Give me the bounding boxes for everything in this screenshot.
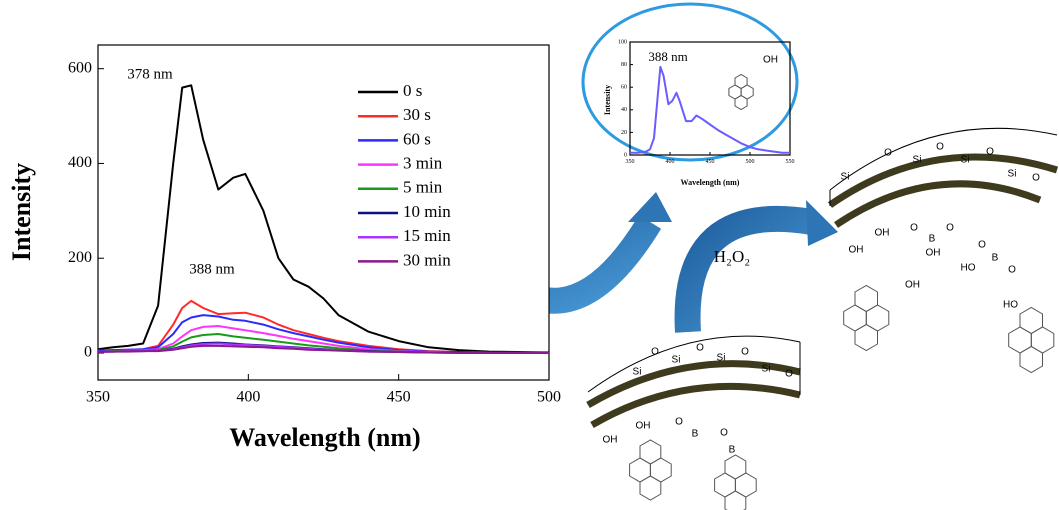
chem-label: Si [717,353,726,364]
pyrene-ring [855,286,878,312]
y-tick-label: 0 [624,152,627,158]
y-tick-label: 100 [618,39,627,45]
chem-label: Si [1008,169,1017,180]
shell-bottom [588,336,800,425]
y-axis-label: Intensity [603,85,612,115]
chem-label: O [720,428,728,439]
annotation: 388 nm [648,49,687,64]
x-axis-label: Wavelength (nm) [229,423,420,452]
reagent: H₂O₂ [714,247,750,266]
y-tick-label: 200 [68,249,92,266]
chem-label: Si [961,155,970,166]
legend-label: 10 min [403,202,451,221]
legend-label: 30 s [403,105,431,124]
chem-label: OH [603,435,618,446]
pyrene-ring [630,458,651,482]
x-tick-label: 450 [387,388,411,405]
inset-frame [583,4,797,160]
pyrene-ring [844,305,867,331]
legend-label: 15 min [403,226,451,245]
chem-label: O [785,369,793,380]
chem-label: O [910,223,918,234]
x-tick-label: 550 [786,159,795,165]
y-tick-label: 60 [621,85,627,91]
x-tick-label: 500 [746,159,755,165]
chem-label: Si [762,364,771,375]
chem-label: B [729,445,736,456]
chem-label: O [936,142,944,153]
x-tick-label: 450 [706,159,715,165]
y-tick-label: 20 [621,130,627,136]
chem-label: Si [913,155,922,166]
legend-label: 5 min [403,178,443,197]
y-tick-label: 0 [84,344,92,361]
pyrene-ring [715,473,736,497]
pyrene-ring [640,440,661,464]
chem-label: OH [763,55,778,66]
chem-label: OH [636,421,651,432]
legend-label: 3 min [403,154,443,173]
chem-label: O [1008,265,1016,276]
pyrene-ring [725,491,746,510]
annotation: 378 nm [127,66,173,82]
pyrene-ring [735,473,756,497]
chem-label: O [946,223,954,234]
chem-label: B [929,234,936,245]
chem-label: O [1032,173,1040,184]
x-tick-label: 350 [626,159,635,165]
chem-label: HO [1003,300,1018,311]
pyrene-ring [1020,347,1043,373]
legend-label: 30 min [403,250,451,269]
y-tick-label: 400 [68,154,92,171]
chem-label: Si [841,172,850,183]
x-tick-label: 400 [666,159,675,165]
chem-label: HO [961,263,976,274]
pyrene-ring [650,458,671,482]
chem-label: O [651,347,659,358]
pyrene-ring [1020,308,1043,334]
chem-label: O [978,240,986,251]
plot-frame [98,45,549,380]
y-axis-label: Intensity [7,163,36,261]
x-tick-label: 500 [537,388,561,405]
pyrene-ring [866,305,889,331]
chem-label: O [696,343,704,354]
arrow [688,219,812,332]
chem-label: O [675,417,683,428]
chem-label: OH [905,280,920,291]
chem-label: B [692,429,699,440]
chem-label: Si [633,367,642,378]
pyrene-ring [855,325,878,351]
pyrene-ring [1009,327,1032,353]
legend-label: 0 s [403,81,422,100]
x-tick-label: 350 [86,388,110,405]
x-tick-label: 400 [236,388,260,405]
x-axis-label: Wavelength (nm) [681,178,740,187]
chem-label: OH [849,245,864,256]
chem-label: OH [926,248,941,259]
y-tick-label: 600 [68,59,92,76]
pyrene-ring [1031,327,1054,353]
y-tick-label: 40 [621,107,627,113]
chem-label: Si [672,355,681,366]
legend-label: 60 s [403,129,431,148]
arrow-head [628,192,672,222]
chem-label: B [992,253,999,264]
chem-label: O [741,347,749,358]
annotation: 388 nm [189,261,235,277]
chem-label: O [986,147,994,158]
y-tick-label: 80 [621,62,627,68]
chem-label: OH [875,228,890,239]
pyrene-ring [640,476,661,500]
figure: 3504004505000200400600Wavelength (nm)Int… [0,0,1059,510]
pyrene-ring [725,455,746,479]
chem-label: O [884,148,892,159]
